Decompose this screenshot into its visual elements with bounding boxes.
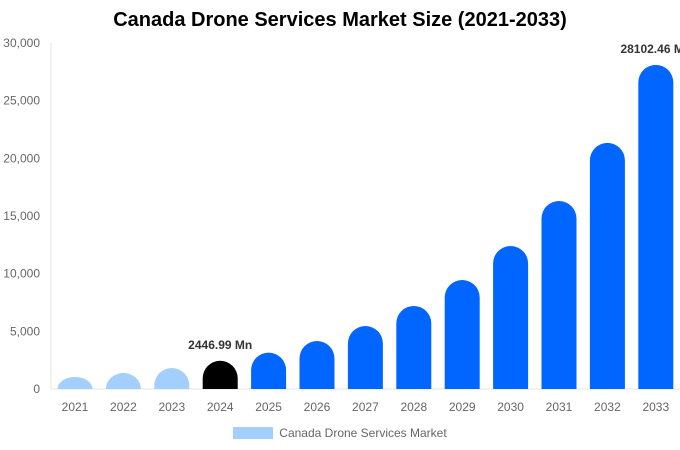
x-tick-label: 2033 <box>642 400 669 414</box>
bar-2031[interactable] <box>541 201 577 389</box>
bar-2033[interactable] <box>638 64 674 390</box>
x-tick-label: 2032 <box>594 400 621 414</box>
bar-2023[interactable] <box>154 368 190 389</box>
bar-2025[interactable] <box>251 352 287 389</box>
bar-2029[interactable] <box>444 280 480 389</box>
x-tick-label: 2023 <box>158 400 185 414</box>
x-tick-label: 2024 <box>207 400 234 414</box>
data-label: 28102.46 Mn <box>620 42 680 56</box>
y-tick-label: 10,000 <box>3 267 40 281</box>
bar-2024[interactable] <box>202 360 238 389</box>
bar-2021[interactable] <box>57 377 93 389</box>
x-tick-label: 2027 <box>352 400 379 414</box>
legend-swatch <box>233 427 274 439</box>
x-tick-label: 2029 <box>449 400 476 414</box>
x-tick-label: 2028 <box>400 400 427 414</box>
legend-label: Canada Drone Services Market <box>279 426 447 440</box>
y-tick-label: 25,000 <box>3 94 40 108</box>
y-tick-label: 5,000 <box>10 324 40 338</box>
y-tick-label: 20,000 <box>3 151 40 165</box>
bar-2028[interactable] <box>396 305 432 389</box>
x-tick-label: 2030 <box>497 400 524 414</box>
x-tick-label: 2022 <box>110 400 137 414</box>
x-tick-label: 2031 <box>546 400 573 414</box>
x-tick-label: 2021 <box>62 400 89 414</box>
bar-2027[interactable] <box>347 326 383 389</box>
bar-2022[interactable] <box>105 372 141 389</box>
data-label: 2446.99 Mn <box>188 338 252 352</box>
x-tick-label: 2026 <box>304 400 331 414</box>
y-tick-label: 0 <box>33 382 40 396</box>
legend[interactable]: Canada Drone Services Market <box>0 426 680 440</box>
y-tick-label: 15,000 <box>3 209 40 223</box>
x-tick-label: 2025 <box>255 400 282 414</box>
y-tick-label: 30,000 <box>3 36 40 50</box>
bar-2032[interactable] <box>589 142 625 389</box>
bar-2030[interactable] <box>493 246 529 389</box>
chart-title: Canada Drone Services Market Size (2021-… <box>113 9 567 31</box>
bar-2026[interactable] <box>299 341 335 389</box>
